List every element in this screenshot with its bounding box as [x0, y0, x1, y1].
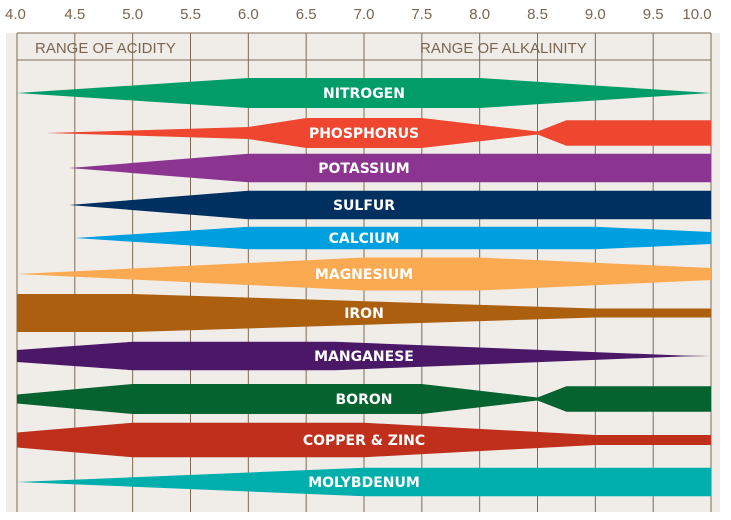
x-tick-label: 5.0: [122, 6, 143, 23]
x-tick-label: 8.5: [527, 6, 548, 23]
band-molybdenum: [17, 467, 711, 497]
x-tick-label: 6.5: [296, 6, 317, 23]
band-label-phosphorus: PHOSPHORUS: [309, 126, 419, 142]
range-of-alkalinity-label: RANGE OF ALKALINITY: [420, 40, 587, 57]
x-tick-label: 8.0: [469, 6, 490, 23]
band-magnesium: [17, 257, 711, 291]
band-label-iron: IRON: [344, 306, 384, 322]
band-label-nitrogen: NITROGEN: [323, 86, 405, 102]
band-label-calcium: CALCIUM: [329, 231, 400, 247]
band-label-molybdenum: MOLYBDENUM: [308, 475, 420, 491]
band-label-magnesium: MAGNESIUM: [315, 267, 413, 283]
band-label-sulfur: SULFUR: [333, 198, 395, 214]
band-potassium: [69, 153, 712, 183]
x-tick-label: 4.0: [5, 6, 26, 23]
x-tick-label: 9.0: [585, 6, 606, 23]
band-phosphorus: [45, 118, 711, 148]
nutrient-bands: NITROGEN PHOSPHORUS POTASSIUM SULFUR CALCIUM…: [17, 78, 712, 497]
x-tick-label: 4.5: [64, 6, 85, 23]
band-label-manganese: MANGANESE: [314, 349, 414, 365]
band-label-copper-zinc: COPPER & ZINC: [303, 433, 425, 449]
x-tick-label: 7.0: [354, 6, 375, 23]
band-copper-zinc: [17, 422, 711, 458]
band-boron: [17, 384, 711, 414]
x-tick-label: 7.5: [411, 6, 432, 23]
band-iron: [17, 293, 711, 333]
x-tick-label: 5.5: [180, 6, 201, 23]
band-calcium: [74, 226, 712, 250]
band-nitrogen: [17, 78, 711, 108]
band-manganese: [17, 341, 711, 371]
band-label-potassium: POTASSIUM: [318, 161, 410, 177]
band-sulfur: [69, 190, 712, 220]
x-tick-label: 6.0: [238, 6, 259, 23]
band-label-boron: BORON: [336, 392, 393, 408]
x-tick-label: 10.0: [682, 6, 711, 23]
range-of-acidity-label: RANGE OF ACIDITY: [35, 40, 176, 57]
x-tick-label: 9.5: [643, 6, 664, 23]
x-axis-ticks: 4.0 4.5 5.0 5.5 6.0 6.5 7.0 7.5 8.0 8.5 9.0 9.5 10.0: [5, 6, 712, 23]
